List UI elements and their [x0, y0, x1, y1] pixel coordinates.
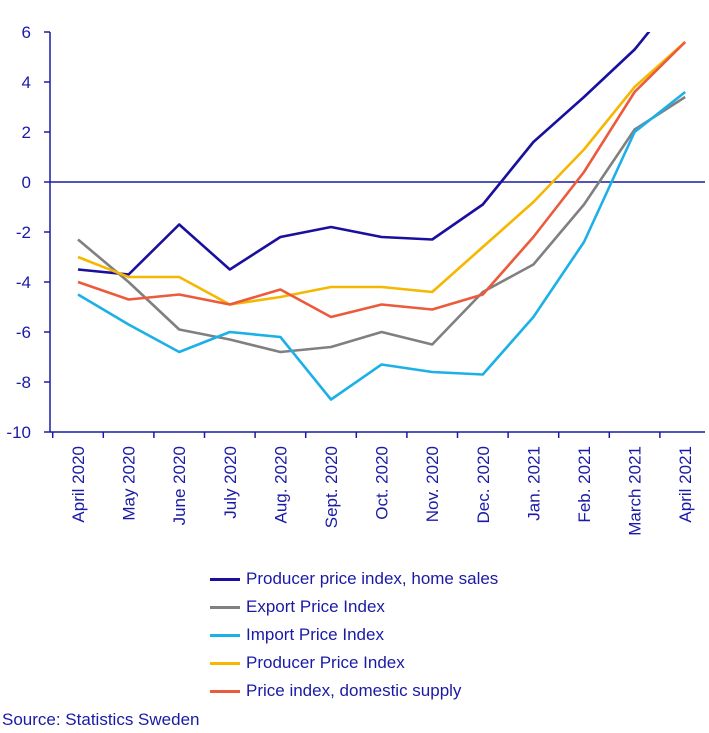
- legend-swatch: [210, 661, 240, 665]
- legend-label: Producer price index, home sales: [246, 569, 499, 588]
- legend-label: Export Price Index: [246, 597, 385, 616]
- series-line-1: [77, 32, 651, 276]
- series-line-3: [77, 90, 687, 401]
- x-axis: April 2020 May 2020 June 2020 July 2020 Aug.…: [50, 431, 705, 536]
- series-line-2: [77, 95, 686, 354]
- x-tick-label: March 2021: [626, 446, 645, 536]
- y-tick-label: -4: [16, 273, 31, 292]
- x-tick-label: Nov. 2020: [423, 446, 442, 522]
- x-tick-label: Sept. 2020: [322, 446, 341, 528]
- y-tick-label: 6: [22, 23, 31, 42]
- x-tick-label: Dec. 2020: [474, 446, 493, 524]
- legend-swatch: [210, 689, 240, 693]
- legend-swatch: [210, 577, 240, 581]
- legend-item: Price index, domestic supply: [210, 677, 498, 705]
- x-tick-label: June 2020: [170, 446, 189, 525]
- legend-label: Producer Price Index: [246, 653, 405, 672]
- legend-label: Import Price Index: [246, 625, 384, 644]
- legend-swatch: [210, 633, 240, 637]
- x-tick-label: Jan. 2021: [524, 446, 543, 521]
- legend-swatch: [210, 605, 240, 609]
- x-tick-label: April 2021: [676, 446, 695, 523]
- y-tick-label: -8: [16, 373, 31, 392]
- line-chart: 6 4 2 0 -2 -4 -6 -8 -10 April 2020 May 2020 June 2…: [6, 23, 705, 536]
- y-tick-label: 2: [22, 123, 31, 142]
- legend: Producer price index, home sales Export P…: [210, 565, 498, 705]
- y-tick-label: 4: [22, 73, 31, 92]
- x-tick-label: April 2020: [69, 446, 88, 523]
- series-line-5: [77, 41, 687, 319]
- y-tick-label: -6: [16, 323, 31, 342]
- y-tick-label: -2: [16, 223, 31, 242]
- legend-item: Producer Price Index: [210, 649, 498, 677]
- x-tick-label: Feb. 2021: [575, 446, 594, 523]
- x-tick-label: Oct. 2020: [373, 446, 392, 520]
- x-tick-label: May 2020: [120, 446, 139, 521]
- series-lines: [77, 32, 687, 401]
- legend-label: Price index, domestic supply: [246, 681, 462, 700]
- x-tick-label: July 2020: [221, 446, 240, 519]
- y-tick-label: 0: [22, 173, 31, 192]
- y-tick-label: -10: [6, 423, 31, 442]
- series-line-4: [77, 41, 687, 306]
- x-tick-label: Aug. 2020: [271, 446, 290, 524]
- legend-item: Import Price Index: [210, 621, 498, 649]
- legend-item: Producer price index, home sales: [210, 565, 498, 593]
- y-axis: 6 4 2 0 -2 -4 -6 -8 -10: [6, 23, 705, 442]
- source-note: Source: Statistics Sweden: [2, 710, 200, 729]
- legend-item: Export Price Index: [210, 593, 498, 621]
